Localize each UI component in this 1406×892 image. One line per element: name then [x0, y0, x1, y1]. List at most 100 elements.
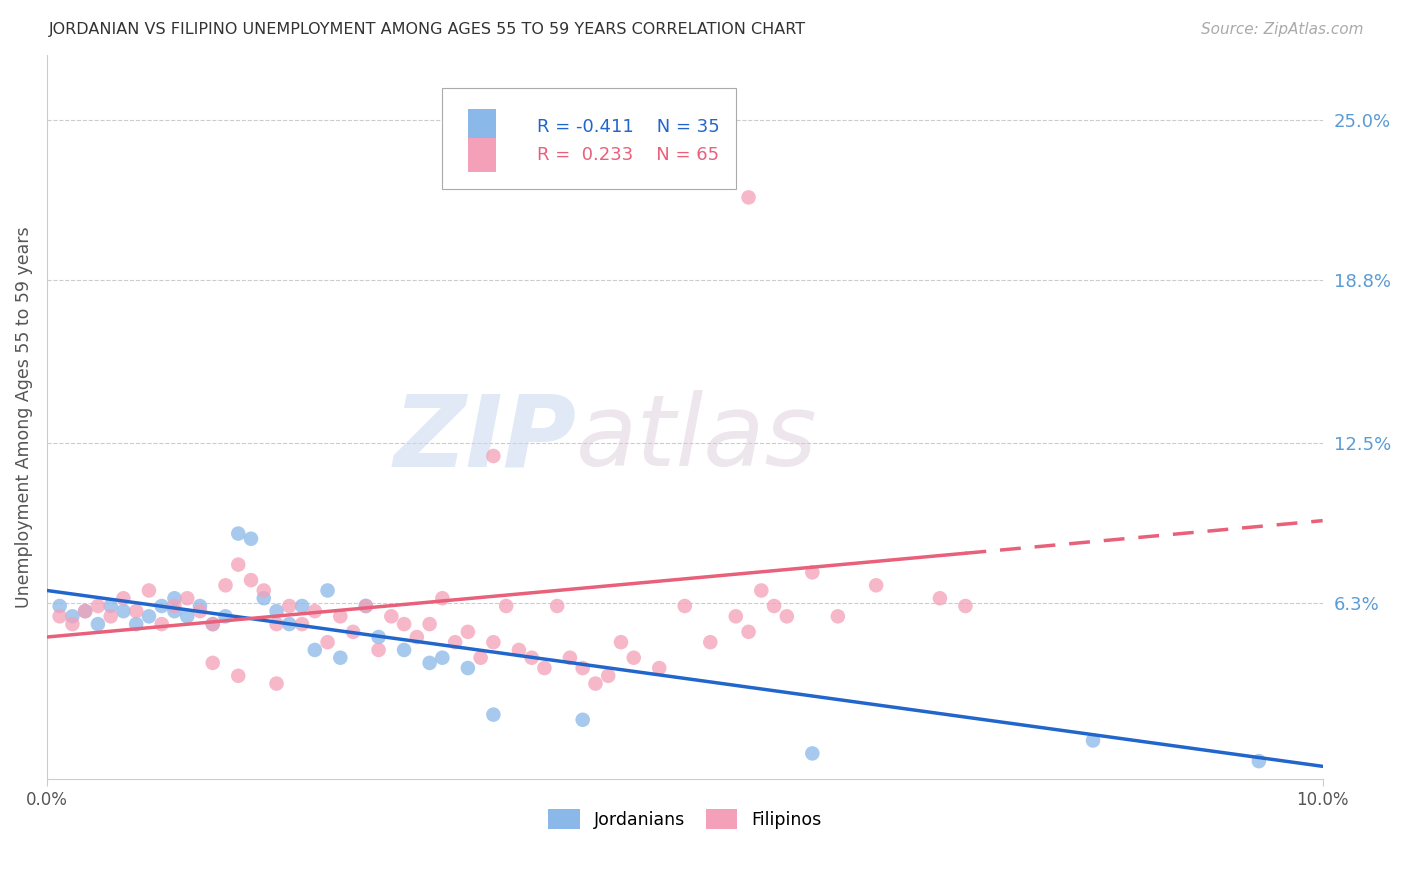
Point	[699, 635, 721, 649]
Point	[266, 676, 288, 690]
Point	[724, 609, 747, 624]
Point	[354, 599, 377, 613]
Point	[470, 650, 492, 665]
Point	[533, 661, 555, 675]
Point	[865, 578, 887, 592]
Point	[1247, 754, 1270, 768]
Point	[291, 599, 314, 613]
Point	[253, 591, 276, 606]
Point	[138, 609, 160, 624]
Point	[150, 617, 173, 632]
Point	[329, 609, 352, 624]
FancyBboxPatch shape	[468, 110, 496, 145]
Point	[266, 617, 288, 632]
Text: JORDANIAN VS FILIPINO UNEMPLOYMENT AMONG AGES 55 TO 59 YEARS CORRELATION CHART: JORDANIAN VS FILIPINO UNEMPLOYMENT AMONG…	[49, 22, 806, 37]
Point	[598, 669, 620, 683]
Point	[240, 573, 263, 587]
Point	[610, 635, 633, 649]
Point	[188, 599, 211, 613]
Point	[278, 617, 301, 632]
Point	[1081, 733, 1104, 747]
Point	[240, 532, 263, 546]
Point	[392, 617, 415, 632]
Point	[367, 630, 389, 644]
Point	[827, 609, 849, 624]
Point	[673, 599, 696, 613]
Legend: Jordanians, Filipinos: Jordanians, Filipinos	[541, 802, 828, 836]
Point	[125, 604, 148, 618]
Point	[801, 566, 824, 580]
Point	[457, 624, 479, 639]
Point	[226, 558, 249, 572]
Point	[112, 591, 135, 606]
Point	[342, 624, 364, 639]
Point	[495, 599, 517, 613]
Point	[380, 609, 402, 624]
Point	[87, 599, 110, 613]
Point	[405, 630, 427, 644]
Point	[176, 591, 198, 606]
Point	[955, 599, 977, 613]
Point	[201, 617, 224, 632]
Text: R = -0.411    N = 35: R = -0.411 N = 35	[537, 118, 720, 136]
Point	[546, 599, 568, 613]
FancyBboxPatch shape	[443, 87, 735, 189]
Point	[316, 635, 339, 649]
Point	[520, 650, 543, 665]
Point	[48, 599, 70, 613]
Point	[558, 650, 581, 665]
Point	[100, 609, 122, 624]
Point	[444, 635, 467, 649]
Y-axis label: Unemployment Among Ages 55 to 59 years: Unemployment Among Ages 55 to 59 years	[15, 227, 32, 608]
Point	[266, 604, 288, 618]
Text: Source: ZipAtlas.com: Source: ZipAtlas.com	[1201, 22, 1364, 37]
Point	[457, 661, 479, 675]
Point	[163, 591, 186, 606]
Point	[188, 604, 211, 618]
Point	[329, 650, 352, 665]
Point	[60, 617, 83, 632]
Point	[226, 526, 249, 541]
Point	[163, 604, 186, 618]
Point	[776, 609, 799, 624]
Point	[138, 583, 160, 598]
Point	[304, 604, 326, 618]
Point	[316, 583, 339, 598]
Text: R =  0.233    N = 65: R = 0.233 N = 65	[537, 146, 718, 164]
Point	[432, 650, 454, 665]
Point	[419, 656, 441, 670]
Text: atlas: atlas	[576, 391, 818, 487]
Point	[508, 643, 530, 657]
Point	[75, 604, 97, 618]
Point	[749, 583, 772, 598]
Point	[482, 707, 505, 722]
Point	[87, 617, 110, 632]
Point	[367, 643, 389, 657]
Point	[150, 599, 173, 613]
Point	[226, 669, 249, 683]
Point	[48, 609, 70, 624]
Point	[253, 583, 276, 598]
Point	[201, 656, 224, 670]
Point	[571, 661, 593, 675]
Point	[419, 617, 441, 632]
Point	[304, 643, 326, 657]
Point	[278, 599, 301, 613]
Point	[571, 713, 593, 727]
Point	[737, 190, 759, 204]
Text: ZIP: ZIP	[394, 391, 576, 487]
Point	[201, 617, 224, 632]
Point	[432, 591, 454, 606]
Point	[100, 599, 122, 613]
Point	[214, 609, 236, 624]
Point	[60, 609, 83, 624]
Point	[482, 449, 505, 463]
Point	[763, 599, 786, 613]
Point	[585, 676, 607, 690]
Point	[291, 617, 314, 632]
Point	[648, 661, 671, 675]
Point	[392, 643, 415, 657]
Point	[75, 604, 97, 618]
Point	[482, 635, 505, 649]
Point	[623, 650, 645, 665]
